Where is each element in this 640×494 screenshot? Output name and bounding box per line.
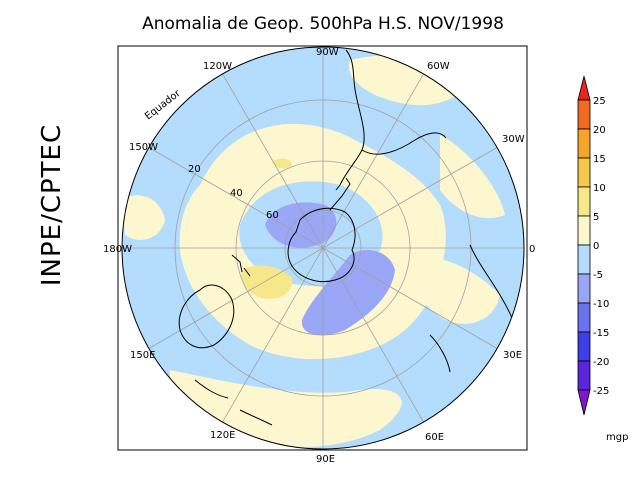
colorbar-tick-5: 5 [593,212,599,223]
lon-label-180w: 180W [103,244,132,255]
meridian-150e [148,247,324,349]
lon-label-30w: 30W [502,134,525,145]
longitude-labels: 90W 60W 30W 0 30E 60E 90E 120E 150E 180W… [103,47,535,465]
coast-asia [194,379,273,426]
colorbar-band-10-15 [577,157,591,188]
colorbar-tick-m5: -5 [593,270,603,281]
lon-label-90e: 90E [316,454,335,465]
lon-label-150w: 150W [129,142,158,153]
colorbar-tick-20: 20 [593,125,606,136]
coast-south-america-east [361,132,447,155]
coast-antarctic-peninsula [329,177,351,211]
colorbar-tick-labels: 25 20 15 10 5 0 -5 -10 -15 -20 -25 [593,96,609,397]
lon-label-0: 0 [529,244,535,255]
map-boundary [121,46,525,450]
lat-label-40: 40 [230,188,243,199]
colorbar-tick-m20: -20 [593,357,609,368]
longitude-grid [122,47,524,449]
colorbar-band-m5-0 [577,244,591,275]
meridian-120w [222,73,324,249]
colorbar-band-20-25 [577,99,591,130]
lon-label-120w: 120W [203,61,232,72]
meridian-60e [322,247,424,423]
meridian-30w [322,147,498,249]
lon-label-120e: 120E [210,430,235,441]
anomaly-strong-negative-polar [265,202,337,248]
colorbar-band-0-5 [577,215,591,246]
lon-label-30e: 30E [503,350,522,361]
map-disk [122,47,524,449]
lat-label-60: 60 [266,210,279,221]
lon-label-60w: 60W [427,61,450,72]
meridian-60w [322,73,424,249]
lon-label-150e: 150E [130,350,155,361]
colorbar-tick-15: 15 [593,154,606,165]
colorbar-tick-m25: -25 [593,386,609,397]
colorbar-unit: mgp [606,432,628,443]
meridian-150w [148,147,324,249]
colorbar-band-15-20 [577,128,591,159]
colorbar-band-5-10 [577,186,591,217]
lon-label-60e: 60E [425,432,444,443]
colorbar-band-m15-m10 [577,302,591,333]
colorbar-tick-0: 0 [593,241,599,252]
colorbar-tick-m15: -15 [593,328,609,339]
colorbar-band-m20-m15 [577,331,591,362]
coast-madagascar [429,334,451,373]
meridian-30e [322,247,498,349]
colorbar: 25 20 15 10 5 0 -5 -10 -15 -20 -25 mgp [577,75,628,443]
anomaly-positive-north [272,158,292,169]
colorbar-band-m25-m20 [577,360,591,391]
coast-antarctica [287,207,356,283]
colorbar-top-arrow [577,75,591,101]
lat-label-20: 20 [188,164,201,175]
coast-new-zealand [231,254,251,277]
colorbar-tick-25: 25 [593,96,606,107]
coast-australia [178,284,235,349]
anomaly-neutral-west [122,195,165,240]
meridian-120e [222,247,324,423]
colorbar-tick-m10: -10 [593,299,609,310]
lon-label-90w: 90W [316,47,339,58]
colorbar-band-m10-m5 [577,273,591,304]
anomaly-neutral-northeast [440,135,505,219]
colorbar-bottom-arrow [577,389,591,416]
anomaly-neutral-east [409,255,500,324]
anomaly-positive-south [241,265,293,299]
coast-south-america [335,49,365,191]
page-title: Anomalia de Geop. 500hPa H.S. NOV/1998 [142,14,504,34]
colorbar-tick-10: 10 [593,183,606,194]
